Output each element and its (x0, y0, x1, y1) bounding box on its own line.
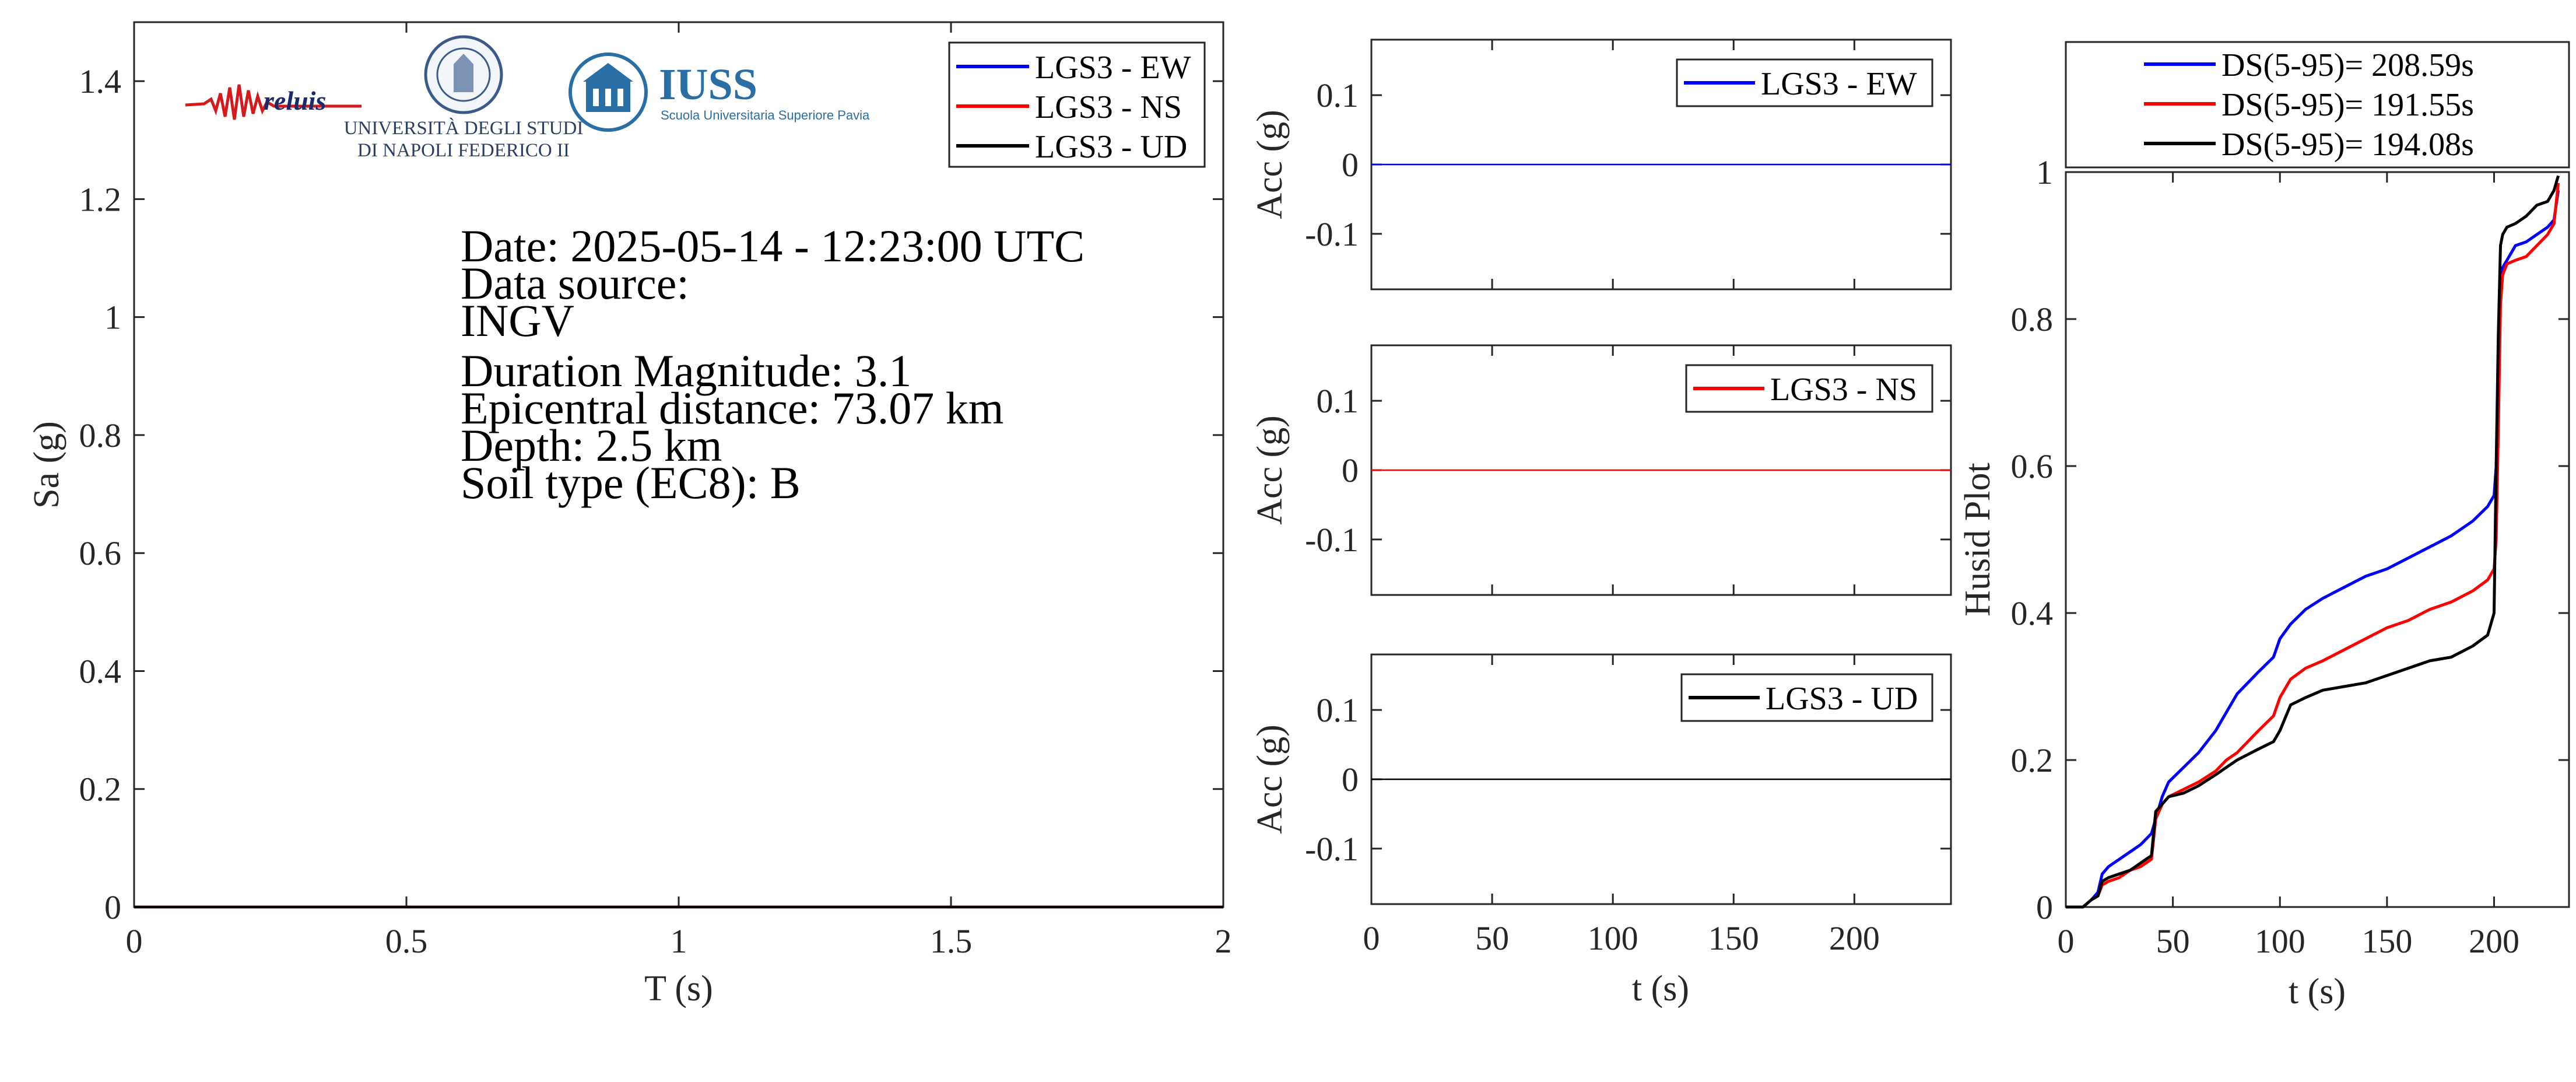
acc-ns-legend: LGS3 - NS (1685, 364, 1933, 413)
reluis-logo: reluis (185, 84, 362, 120)
unina-logo-line2: DI NAPOLI FEDERICO II (357, 140, 570, 161)
acc-ud-xtick-label: 200 (1829, 919, 1880, 957)
husid-legend-label-ns: DS(5-95)= 191.55s (2221, 87, 2474, 123)
acc-ud-xtick-label: 50 (1475, 919, 1509, 957)
acc-ew-ytick-label: -0.1 (1305, 215, 1359, 253)
spectrum-xtick-label: 1.5 (930, 922, 973, 960)
husid-series-line-2 (2066, 175, 2560, 909)
info-magnitude: Duration Magnitude: 3.1 (461, 345, 911, 396)
spectrum-ytick-label: 1.2 (79, 180, 122, 218)
info-data-source: INGV (461, 295, 574, 346)
acc-ud-y-label: Acc (g) (1250, 724, 1290, 834)
acc-ns-legend-label: LGS3 - NS (1770, 372, 1917, 408)
acc-ns-panel: 0.1 0 -0.1 Acc (g) LGS3 - NS (1250, 344, 1952, 596)
spectrum-legend: LGS3 - EW LGS3 - NS LGS3 - UD (948, 41, 1206, 168)
iuss-logo-title: IUSS (659, 60, 757, 109)
acc-ns-ytick-label: 0.1 (1317, 382, 1359, 420)
reluis-waveform-icon (185, 84, 362, 120)
acc-ud-xtick-label: 0 (1363, 919, 1380, 957)
husid-xtick-label: 150 (2361, 922, 2412, 960)
legend-label-ud: LGS3 - UD (1035, 129, 1187, 165)
husid-y-label: Husid Plot (1958, 463, 1998, 617)
spectrum-ytick-label: 0 (104, 888, 121, 926)
spectrum-ytick-label: 0.2 (79, 771, 122, 808)
info-soil-type: Soil type (EC8): B (461, 457, 801, 508)
husid-series-line-0 (2066, 190, 2560, 909)
spectrum-ytick-label: 0.6 (79, 534, 122, 572)
husid-xtick-label: 100 (2255, 922, 2305, 960)
husid-ytick-label: 0.4 (2011, 594, 2054, 632)
acc-ud-xtick-label: 100 (1588, 919, 1638, 957)
husid-legend-label-ud: DS(5-95)= 194.08s (2221, 127, 2474, 163)
info-data-source-label: Data source: (461, 258, 689, 309)
spectrum-axes-box (133, 21, 1224, 908)
acc-ud-panel: 0.1 0 -0.1 0 50 100 150 200 t (s) Acc (g) LGS3 … (1250, 653, 1952, 1009)
acc-ud-x-label: t (s) (1632, 969, 1689, 1009)
husid-panel: 0 0.2 0.4 0.6 0.8 1 0 50 100 150 200 t (s) Husid P… (1958, 41, 2570, 1011)
acc-ud-ytick-label: 0.1 (1317, 691, 1359, 729)
husid-x-label: t (s) (2289, 972, 2346, 1011)
husid-xtick-label: 0 (2058, 922, 2075, 960)
info-depth: Depth: 2.5 km (461, 420, 722, 471)
acc-ud-legend: LGS3 - UD (1680, 673, 1933, 722)
spectrum-xtick-label: 1 (671, 922, 687, 960)
husid-legend-label-ew: DS(5-95)= 208.59s (2221, 47, 2474, 83)
spectrum-ytick-label: 0.8 (79, 416, 122, 454)
iuss-logo: IUSS Scuola Universitaria Superiore Pavi… (568, 52, 870, 132)
acc-ud-xtick-label: 150 (1708, 919, 1759, 957)
husid-xtick-label: 50 (2156, 922, 2190, 960)
acc-ew-y-label: Acc (g) (1250, 110, 1290, 219)
event-info: Date: 2025-05-14 - 12:23:00 UTC Data sou… (461, 220, 1085, 508)
husid-legend: DS(5-95)= 208.59s DS(5-95)= 191.55s DS(5… (2065, 41, 2570, 169)
spectrum-ytick-label: 1.4 (79, 62, 122, 100)
spectrum-xtick-label: 0.5 (385, 922, 428, 960)
acc-ew-legend-label: LGS3 - EW (1761, 66, 1917, 102)
unina-logo-line1: UNIVERSITÀ DEGLI STUDI (344, 117, 584, 139)
spectrum-y-label: Sa (g) (27, 421, 66, 509)
husid-ytick-label: 0.6 (2011, 447, 2054, 485)
acc-ud-legend-label: LGS3 - UD (1766, 681, 1918, 717)
acc-ew-panel: 0.1 0 -0.1 Acc (g) LGS3 - EW (1250, 38, 1952, 290)
legend-label-ns: LGS3 - NS (1035, 89, 1182, 125)
husid-axes-box (2065, 171, 2570, 908)
acc-ew-legend: LGS3 - EW (1676, 58, 1933, 107)
legend-label-ew: LGS3 - EW (1035, 50, 1191, 86)
husid-ytick-label: 0.8 (2011, 300, 2054, 338)
acc-ew-ytick-label: 0.1 (1317, 76, 1359, 114)
reluis-logo-text: reluis (264, 86, 326, 115)
response-spectrum-panel: 0 0.2 0.4 0.6 0.8 1 1.2 1.4 0 0.5 1 1.5 2 T (s) Sa (… (27, 21, 1232, 1009)
spectrum-xtick-label: 2 (1215, 922, 1232, 960)
husid-ytick-label: 0.2 (2011, 741, 2054, 779)
spectrum-xtick-label: 0 (126, 922, 143, 960)
spectrum-ytick-label: 1 (104, 299, 121, 337)
unina-logo: UNIVERSITÀ DEGLI STUDI DI NAPOLI FEDERIC… (344, 35, 584, 161)
husid-ytick-label: 0 (2036, 888, 2053, 926)
acc-ns-y-label: Acc (g) (1250, 415, 1290, 525)
acc-ud-ytick-label: -0.1 (1305, 830, 1359, 868)
acc-ud-ytick-label: 0 (1342, 761, 1359, 799)
spectrum-ytick-label: 0.4 (79, 652, 122, 690)
acc-ew-ytick-label: 0 (1342, 146, 1359, 184)
iuss-logo-subtitle: Scuola Universitaria Superiore Pavia (661, 108, 870, 122)
acc-ns-ytick-label: 0 (1342, 451, 1359, 489)
info-epicentral-distance: Epicentral distance: 73.07 km (461, 383, 1003, 433)
husid-ytick-label: 1 (2036, 153, 2053, 191)
husid-xtick-label: 200 (2469, 922, 2519, 960)
info-date: Date: 2025-05-14 - 12:23:00 UTC (461, 220, 1085, 271)
acc-ns-ytick-label: -0.1 (1305, 521, 1359, 559)
spectrum-x-label: T (s) (644, 969, 713, 1009)
